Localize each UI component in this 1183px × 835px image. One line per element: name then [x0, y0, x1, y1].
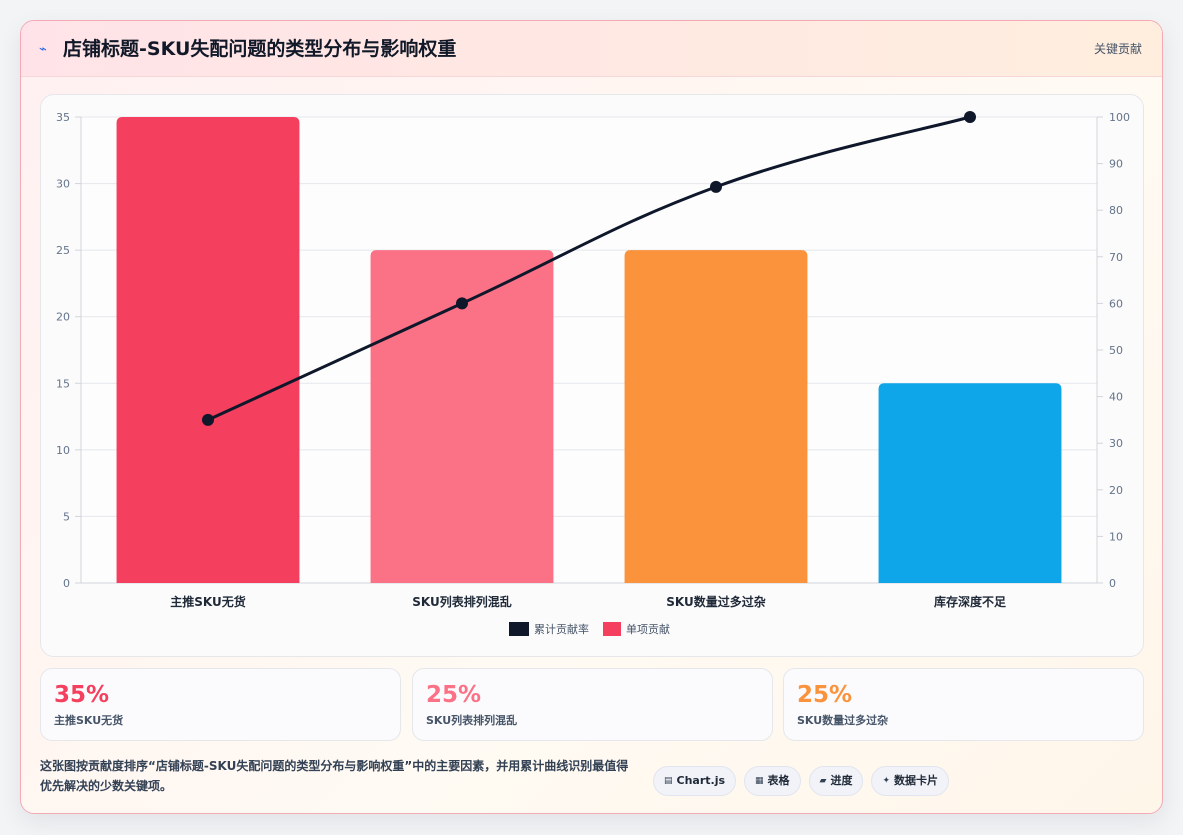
stat-value: 35%: [54, 682, 110, 708]
x-tick-label: 主推SKU无货: [170, 594, 245, 609]
stat-label: 主推SKU无货: [54, 714, 124, 727]
progress-icon: ▰: [819, 776, 827, 786]
bar: [624, 250, 808, 583]
y-right-tick-label: 60: [1109, 297, 1123, 310]
chip-label: 进度: [830, 774, 853, 787]
chip-table[interactable]: ▦ 表格: [744, 766, 801, 796]
y-left-tick-label: 10: [56, 444, 70, 457]
bar: [370, 250, 554, 583]
card-header: ⌁ 店铺标题-SKU失配问题的类型分布与影响权重 关键贡献: [21, 21, 1162, 77]
y-left-tick-label: 20: [56, 311, 70, 324]
y-right-tick-label: 20: [1109, 484, 1123, 497]
stat-label: SKU列表排列混乱: [426, 714, 518, 727]
y-right-tick-label: 10: [1109, 530, 1123, 543]
stat-value: 25%: [797, 682, 853, 708]
bar: [878, 383, 1062, 583]
y-right-tick-label: 30: [1109, 437, 1123, 450]
legend-swatch: [509, 622, 529, 636]
x-tick-label: 库存深度不足: [934, 594, 1006, 609]
chip-label: 数据卡片: [894, 774, 939, 787]
stat-card: 35% 主推SKU无货: [40, 668, 401, 741]
tech-chips: ▤ Chart.js ▦ 表格 ▰ 进度 ✦ 数据卡片: [653, 766, 950, 796]
stat-card: 25% SKU列表排列混乱: [412, 668, 773, 741]
y-right-tick-label: 40: [1109, 391, 1123, 404]
table-icon: ▦: [755, 776, 764, 786]
legend-label: 单项贡献: [626, 622, 670, 636]
chart-panel: 0 5 10 15 20 25 30 35 0 10 20 30 40 50 60 70 80 90 100 主推SK…: [40, 94, 1144, 657]
chip-chartjs[interactable]: ▤ Chart.js: [653, 766, 737, 796]
line-point: [710, 180, 722, 193]
line-point: [202, 413, 214, 426]
y-left-tick-label: 0: [63, 577, 70, 590]
cumulative-line: [207, 115, 971, 422]
chip-label: Chart.js: [676, 774, 726, 787]
sparkle-icon: ✦: [882, 776, 891, 786]
chart-title: 店铺标题-SKU失配问题的类型分布与影响权重: [63, 38, 457, 60]
x-tick-label: SKU数量过多过杂: [666, 594, 765, 609]
stat-card: 25% SKU数量过多过杂: [783, 668, 1144, 741]
y-left-tick-label: 30: [56, 178, 70, 191]
x-tick-label: SKU列表排列混乱: [412, 594, 511, 609]
stat-label: SKU数量过多过杂: [797, 714, 889, 727]
y-right-tick-label: 90: [1109, 158, 1123, 171]
pareto-chart: 0 5 10 15 20 25 30 35 0 10 20 30 40 50 60 70 80 90 100 主推SK…: [56, 111, 1130, 636]
chip-progress[interactable]: ▰ 进度: [808, 766, 864, 796]
line-point: [456, 297, 468, 310]
bar: [116, 117, 300, 583]
chart-icon: ▤: [664, 776, 673, 786]
y-left-tick-label: 5: [63, 510, 70, 523]
legend-swatch: [603, 622, 621, 636]
chip-data-card[interactable]: ✦ 数据卡片: [871, 766, 950, 796]
chip-label: 表格: [767, 774, 790, 787]
y-right-tick-label: 50: [1109, 344, 1123, 357]
sparkline-icon: ⌁: [39, 42, 47, 57]
y-left-tick-label: 15: [56, 377, 70, 390]
legend-label: 累计贡献率: [534, 622, 589, 636]
y-right-tick-label: 100: [1109, 111, 1130, 124]
header-tag: 关键贡献: [1093, 42, 1142, 56]
line-point: [964, 111, 976, 123]
chart-card: ⌁ 店铺标题-SKU失配问题的类型分布与影响权重 关键贡献 0 5 10 15 20 25…: [20, 20, 1163, 814]
y-right-tick-label: 70: [1109, 251, 1123, 264]
y-right-tick-label: 80: [1109, 204, 1123, 217]
y-right-tick-label: 0: [1109, 577, 1116, 590]
stat-value: 25%: [426, 682, 482, 708]
y-left-tick-label: 25: [56, 244, 70, 257]
chart-description: 这张图按贡献度排序“店铺标题-SKU失配问题的类型分布与影响权重”中的主要因素，…: [40, 759, 629, 793]
y-left-tick-label: 35: [56, 111, 70, 124]
